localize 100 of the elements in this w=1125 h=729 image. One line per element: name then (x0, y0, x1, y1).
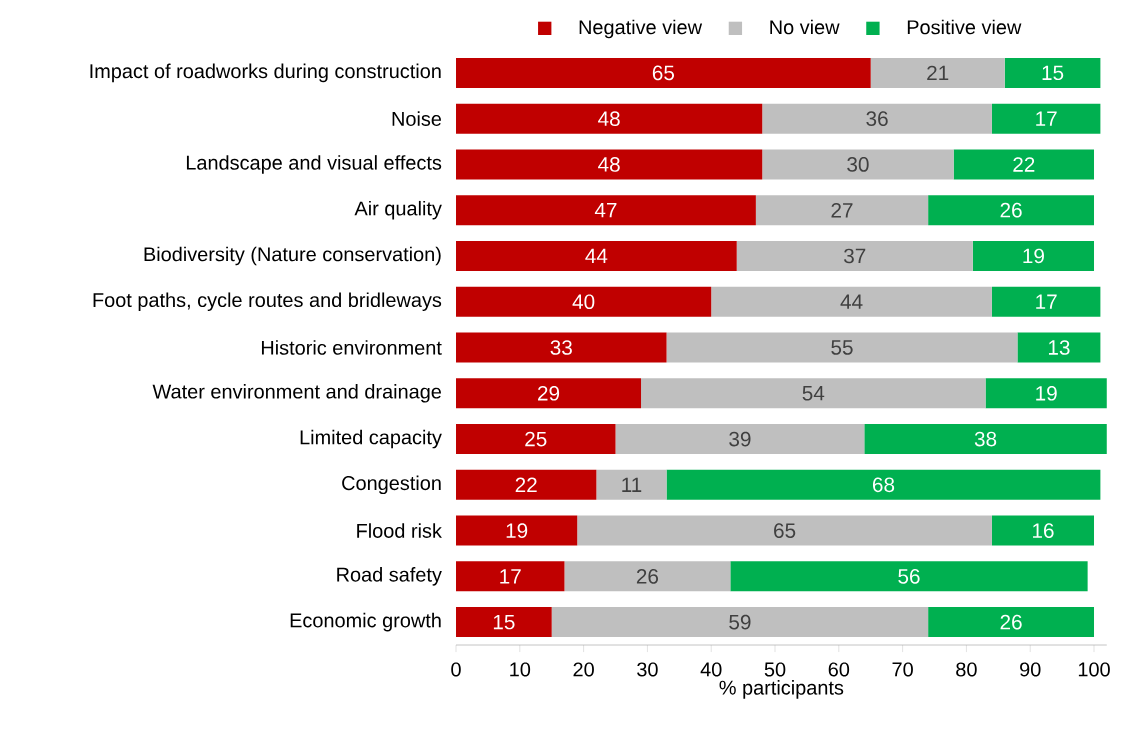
bar (991, 515, 1095, 546)
legend-label: No view (770, 19, 840, 35)
bar (762, 103, 992, 134)
data-label: 38 (974, 431, 997, 447)
bar (928, 607, 1095, 638)
y-tick-label: Road safety (337, 567, 442, 586)
x-tick-label: 50 (764, 662, 786, 677)
bar (641, 378, 986, 409)
data-label: 26 (1000, 614, 1022, 630)
bar (577, 515, 992, 546)
bar (456, 607, 552, 638)
x-tick-label: 40 (700, 662, 722, 677)
data-label: 48 (598, 111, 620, 126)
data-label: 15 (1042, 65, 1064, 81)
bar (736, 240, 973, 271)
y-tick-label: Flood risk (357, 523, 442, 538)
x-tick-label: 10 (510, 662, 531, 677)
y-tick-label: Noise (392, 111, 442, 126)
data-label: 36 (866, 111, 888, 126)
data-label: 19 (1023, 248, 1044, 264)
bar (456, 378, 642, 409)
data-label: 13 (1048, 340, 1070, 355)
y-tick-label: Water environment and drainage (152, 383, 441, 403)
data-label: 37 (844, 248, 866, 264)
bar (456, 103, 763, 134)
y-tick-label: Air quality (354, 200, 442, 220)
bar (972, 240, 1095, 271)
bar (864, 424, 1107, 455)
data-label: 33 (550, 340, 572, 355)
data-label: 22 (1013, 157, 1035, 172)
bar (666, 332, 1018, 363)
x-tick-label: 70 (892, 662, 913, 677)
x-tick-label: 90 (1020, 662, 1041, 677)
data-label: 21 (927, 65, 949, 81)
data-label: 19 (506, 523, 528, 538)
y-tick-label: Historic environment (261, 340, 442, 355)
data-label: 59 (729, 614, 751, 630)
data-label: 19 (1036, 385, 1057, 401)
data-label: 16 (1033, 523, 1054, 538)
data-label: 29 (538, 385, 560, 401)
data-label: 40 (572, 294, 595, 310)
y-tick-label: Limited capacity (300, 429, 442, 449)
data-label: 56 (898, 569, 920, 584)
bar (456, 561, 565, 592)
bar (456, 332, 667, 363)
x-tick-label: 30 (637, 662, 658, 677)
data-label: 30 (847, 157, 869, 172)
data-label: 17 (1036, 111, 1057, 126)
x-tick-label: 100 (1078, 662, 1110, 677)
x-tick-label: 20 (573, 662, 594, 677)
bar (456, 240, 737, 271)
bar (928, 195, 1095, 226)
data-label: 65 (774, 523, 796, 538)
y-tick-label: Congestion (342, 475, 441, 495)
legend-label: Negative view (579, 19, 703, 39)
data-label: 39 (729, 431, 751, 447)
data-label: 26 (636, 569, 659, 584)
bar (953, 149, 1095, 180)
data-label: 54 (802, 386, 825, 401)
bar (551, 607, 929, 638)
x-tick-label: 80 (956, 662, 977, 677)
bar (755, 195, 929, 226)
bar (711, 286, 992, 317)
bar (985, 378, 1107, 409)
bar (1004, 57, 1101, 88)
bar (762, 149, 954, 180)
data-label: 17 (500, 569, 521, 584)
bar (596, 469, 667, 500)
data-label: 22 (515, 477, 537, 493)
data-label: 17 (1036, 294, 1057, 309)
x-tick-label: 60 (828, 662, 850, 677)
y-tick-label: Foot paths, cycle routes and bridleways (93, 292, 442, 312)
bar (456, 424, 616, 455)
data-label: 48 (598, 157, 620, 172)
bar (564, 561, 731, 592)
bar (456, 57, 871, 88)
data-label: 26 (1000, 202, 1022, 218)
y-tick-label: Economic growth (290, 612, 441, 632)
data-label: 15 (493, 614, 515, 630)
bar (456, 286, 712, 317)
data-label: 68 (872, 477, 895, 493)
data-label: 11 (622, 477, 642, 492)
bar (615, 424, 865, 455)
bar (456, 149, 763, 180)
data-label: 44 (840, 294, 863, 309)
bar (456, 469, 597, 500)
y-tick-label: Biodiversity (Nature conservation) (144, 246, 441, 266)
data-label: 25 (525, 431, 547, 447)
data-label: 47 (594, 203, 617, 218)
legend-label: Positive view (907, 19, 1022, 35)
bar (730, 561, 1088, 592)
bar (991, 286, 1101, 317)
x-axis-title: % participants (719, 680, 844, 699)
bar (666, 469, 1101, 500)
bar (991, 103, 1101, 134)
bar (870, 57, 1005, 88)
y-tick-label: Impact of roadworks during construction (90, 63, 441, 83)
x-tick-label: 0 (451, 662, 461, 677)
data-label: 65 (652, 65, 675, 81)
bar (456, 195, 756, 226)
